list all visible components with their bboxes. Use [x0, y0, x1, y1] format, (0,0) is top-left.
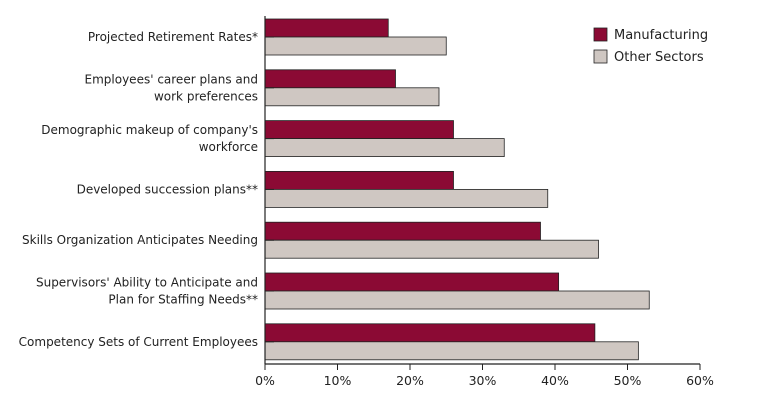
- bar-other-sectors-2: [264, 138, 505, 158]
- category-label-line: Developed succession plans**: [77, 182, 258, 196]
- bar-manufacturing-1: [264, 69, 396, 89]
- category-label: Competency Sets of Current Employees: [19, 335, 258, 349]
- bar-manufacturing-2: [264, 120, 454, 139]
- bar-manufacturing-6: [264, 323, 596, 343]
- category-label-line: Skills Organization Anticipates Needing: [22, 233, 258, 247]
- category-label: Skills Organization Anticipates Needing: [22, 233, 258, 247]
- category-label-line: Competency Sets of Current Employees: [19, 335, 258, 349]
- bar-other-sectors-5: [264, 290, 650, 310]
- legend-label-other-sectors: Other Sectors: [614, 50, 704, 65]
- bar-other-sectors-4: [264, 239, 599, 259]
- category-label-line: workforce: [199, 140, 258, 154]
- category-label: Supervisors' Ability to Anticipate and Pl…: [36, 276, 258, 307]
- x-tick-label: 60%: [686, 373, 714, 388]
- category-label: Projected Retirement Rates*: [88, 30, 258, 44]
- bar-other-sectors-6: [264, 341, 639, 361]
- legend-label-manufacturing: Manufacturing: [614, 28, 708, 43]
- legend-swatch-manufacturing: [593, 27, 608, 42]
- x-tick-label: 50%: [614, 373, 642, 388]
- bar-manufacturing-3: [264, 170, 454, 190]
- category-label-line: Employees' career plans and: [85, 72, 258, 86]
- bar-manufacturing-5: [264, 272, 560, 292]
- bar-manufacturing-0: [264, 18, 389, 38]
- category-label: Demographic makeup of company's workforce: [41, 123, 258, 154]
- category-label-line: work preferences: [154, 89, 258, 103]
- x-tick-label: 40%: [541, 373, 569, 388]
- x-tick-label: 0%: [255, 373, 275, 388]
- x-tick-label: 30%: [469, 373, 497, 388]
- bar-other-sectors-3: [264, 188, 549, 208]
- category-label-line: Supervisors' Ability to Anticipate and: [36, 276, 258, 290]
- category-label-line: Projected Retirement Rates*: [88, 30, 258, 44]
- category-label: Developed succession plans**: [77, 182, 258, 196]
- bar-other-sectors-0: [264, 36, 447, 56]
- category-label-line: Plan for Staffing Needs**: [108, 293, 258, 307]
- category-label: Employees' career plans and work preferen…: [85, 72, 258, 103]
- bar-manufacturing-4: [264, 221, 541, 241]
- category-label-line: Demographic makeup of company's: [41, 123, 258, 137]
- x-tick-label: 10%: [324, 373, 352, 388]
- x-tick-label: 20%: [396, 373, 424, 388]
- legend-swatch-other-sectors: [593, 49, 608, 64]
- bar-other-sectors-1: [264, 87, 440, 107]
